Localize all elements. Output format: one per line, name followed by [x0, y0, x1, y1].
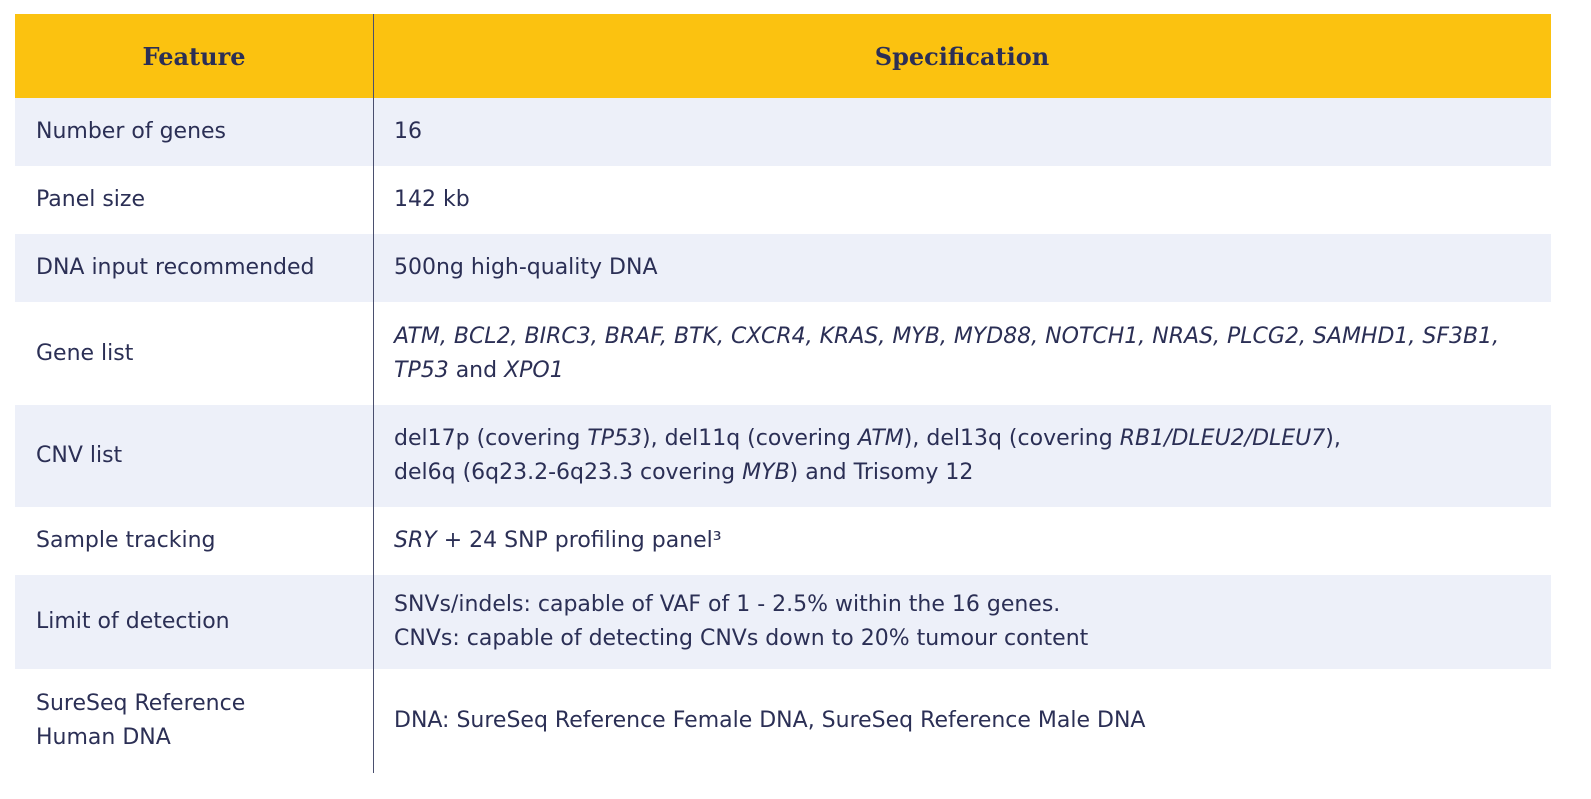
specification-cell: 500ng high-quality DNA: [394, 255, 658, 280]
spec-table: Feature Specification Number of genes 16 P…: [15, 14, 1551, 772]
feature-cell: Number of genes: [36, 119, 227, 144]
specification-cell: SRY + 24 SNP profiling panel³: [394, 528, 722, 553]
specification-cell: DNA: SureSeq Reference Female DNA, SureS…: [394, 707, 1146, 733]
table-row: Limit of detection SNVs/indels: capable o…: [15, 575, 1551, 669]
column-divider: [373, 14, 374, 773]
table-header: Feature Specification: [15, 14, 1551, 98]
feature-cell: CNV list: [36, 443, 123, 468]
specification-cell: ATM, BCL2, BIRC3, BRAF, BTK, CXCR4, KRAS…: [394, 323, 1500, 383]
specification-cell: SNVs/indels: capable of VAF of 1 - 2.5% …: [394, 592, 1089, 651]
specification-cell: 16: [394, 119, 422, 144]
table-row: Number of genes 16: [15, 98, 1551, 166]
table-row: CNV list del17p (covering TP53), del11q (…: [15, 405, 1551, 507]
feature-cell: Limit of detection: [36, 609, 230, 634]
table-row: Panel size 142 kb: [15, 166, 1551, 234]
feature-cell: DNA input recommended: [36, 255, 315, 280]
table-row: Gene list ATM, BCL2, BIRC3, BRAF, BTK, CX…: [15, 302, 1551, 405]
table-row: DNA input recommended 500ng high-quality …: [15, 234, 1551, 302]
feature-cell: Sample tracking: [36, 528, 216, 553]
table-row: Sample tracking SRY + 24 SNP profiling pa…: [15, 507, 1551, 575]
header-specification: Specification: [874, 41, 1050, 71]
specification-cell: del17p (covering TP53), del11q (covering…: [394, 426, 1341, 485]
table-body: Number of genes 16 Panel size 142 kb DNA inp…: [15, 98, 1551, 772]
specification-cell: 142 kb: [394, 187, 470, 212]
feature-cell: Gene list: [36, 340, 134, 366]
header-feature: Feature: [142, 41, 246, 71]
feature-cell: Panel size: [36, 187, 146, 212]
feature-cell: SureSeq Reference Human DNA: [36, 690, 246, 750]
table-row: SureSeq Reference Human DNA DNA: SureSeq R…: [15, 669, 1551, 772]
